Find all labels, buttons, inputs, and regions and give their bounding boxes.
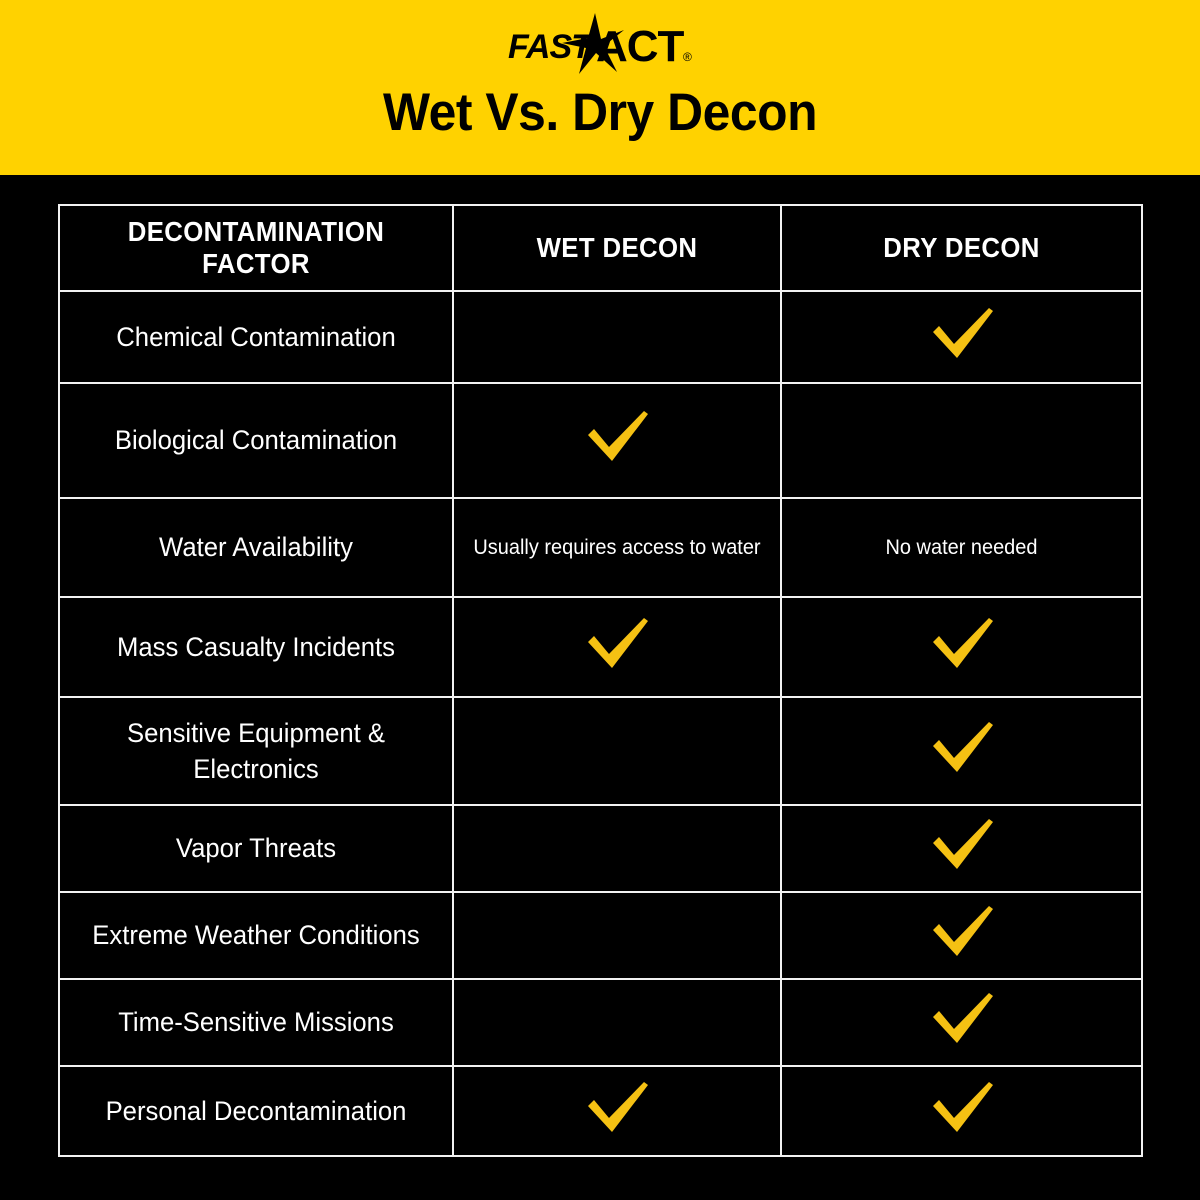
table-row: Time-Sensitive Missions (59, 978, 1143, 1067)
checkmark-icon (923, 989, 1001, 1051)
factor-label: Personal Decontamination (67, 1065, 445, 1157)
wet-decon-cell (452, 978, 782, 1067)
brand-logo: FAST ACT ® (0, 13, 1200, 74)
table-row: Sensitive Equipment & Electronics (59, 696, 1143, 806)
factor-label: Chemical Contamination (67, 290, 445, 384)
checkmark-icon (578, 407, 656, 469)
logo-text-act: ACT (596, 22, 685, 71)
factor-label: Sensitive Equipment & Electronics (67, 696, 445, 806)
dry-decon-cell (780, 290, 1143, 384)
factor-label: Time-Sensitive Missions (67, 978, 445, 1067)
column-header-wet-decon: WET DECON (465, 204, 769, 292)
dry-decon-cell (780, 382, 1143, 499)
empty-indicator (454, 1022, 780, 1023)
empty-indicator (782, 440, 1141, 441)
dry-decon-cell (780, 596, 1143, 698)
dry-decon-cell (780, 978, 1143, 1067)
checkmark-icon (923, 1078, 1001, 1140)
wet-vs-dry-decon-table: DECONTAMINATION FACTOR WET DECON DRY DEC… (58, 204, 1143, 1157)
dry-decon-cell (780, 696, 1143, 806)
wet-decon-cell (452, 382, 782, 499)
empty-indicator (454, 935, 780, 936)
page-title: Wet Vs. Dry Decon (382, 83, 818, 142)
table-row: Chemical Contamination (59, 290, 1143, 384)
table-header: DECONTAMINATION FACTOR WET DECON DRY DEC… (59, 204, 1142, 292)
table-row: Mass Casualty Incidents (59, 596, 1143, 698)
wet-decon-cell: Usually requires access to water (460, 497, 774, 598)
dry-decon-cell (780, 1065, 1143, 1157)
empty-indicator (454, 337, 780, 338)
factor-label: Water Availability (67, 497, 445, 598)
table-row: Extreme Weather Conditions (59, 891, 1143, 980)
checkmark-icon (923, 304, 1001, 366)
checkmark-icon (923, 902, 1001, 964)
checkmark-icon (578, 614, 656, 676)
factor-label: Biological Contamination (67, 382, 445, 499)
factor-label: Vapor Threats (67, 804, 445, 893)
factor-label: Extreme Weather Conditions (67, 891, 445, 980)
dry-decon-cell (780, 891, 1143, 980)
factor-label: Mass Casualty Incidents (67, 596, 445, 698)
checkmark-icon (578, 1078, 656, 1140)
comparison-table-container: DECONTAMINATION FACTOR WET DECON DRY DEC… (58, 204, 1143, 1157)
table-header-row: DECONTAMINATION FACTOR WET DECON DRY DEC… (59, 204, 1142, 292)
dry-decon-cell: No water needed (789, 497, 1134, 598)
empty-indicator (454, 848, 780, 849)
table-row: Vapor Threats (59, 804, 1143, 893)
column-header-factor: DECONTAMINATION FACTOR (73, 204, 439, 292)
table-row: Personal Decontamination (59, 1065, 1143, 1157)
wet-decon-cell (452, 1065, 782, 1157)
logo-text-fast: FAST (508, 28, 595, 66)
wet-decon-cell (452, 804, 782, 893)
empty-indicator (454, 751, 780, 752)
star-burst-icon (562, 13, 624, 74)
wet-decon-cell (452, 891, 782, 980)
column-header-dry-decon: DRY DECON (794, 204, 1129, 292)
wet-decon-cell (452, 290, 782, 384)
wet-decon-cell (452, 696, 782, 806)
wet-decon-cell (452, 596, 782, 698)
logo-trademark-symbol: ® (683, 50, 692, 64)
table-row: Water Availability Usually requires acce… (59, 497, 1142, 598)
table-body: Chemical Contamination Biologica (59, 290, 1143, 1157)
checkmark-icon (923, 614, 1001, 676)
checkmark-icon (923, 718, 1001, 780)
table-row: Biological Contamination (59, 382, 1143, 499)
dry-decon-cell (780, 804, 1143, 893)
fastact-logo-graphic: FAST ACT ® (508, 13, 692, 74)
checkmark-icon (923, 815, 1001, 877)
header-banner: FAST ACT ® Wet Vs. Dry Decon (0, 0, 1200, 175)
